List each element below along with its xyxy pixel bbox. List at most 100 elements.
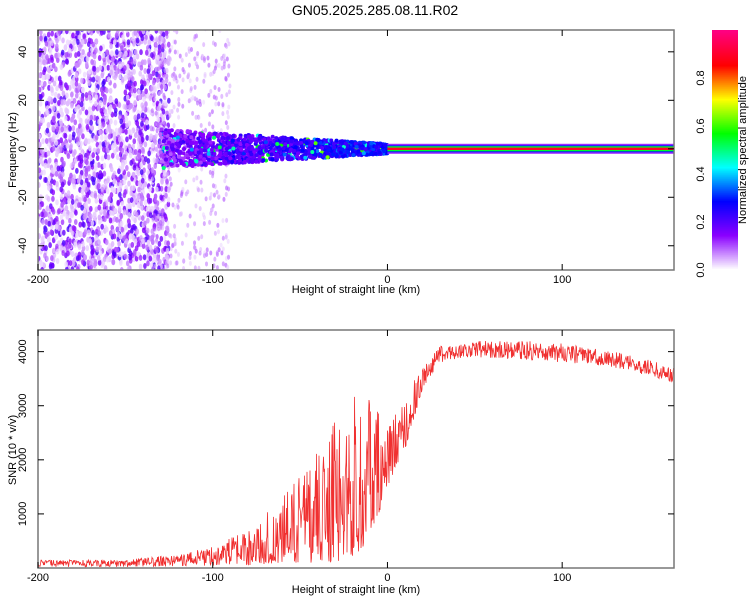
colorbar-segment: [712, 58, 738, 61]
spectrogram-cell: [38, 86, 42, 93]
spectrogram-cell: [55, 180, 59, 187]
spectrogram-cell: [223, 178, 227, 184]
spectrogram-cell: [79, 154, 84, 161]
spectrogram-cell: [242, 159, 247, 164]
x-tick-label: -100: [202, 274, 224, 286]
spectrogram-cell: [114, 32, 119, 39]
spectrogram-cell: [292, 148, 297, 153]
spectrogram-cell: [112, 135, 117, 142]
spectrogram-cell: [127, 128, 132, 135]
spectrogram-cell: [173, 49, 177, 55]
colorbar-tick-label: 0.0: [695, 262, 707, 277]
spectrogram-cell: [113, 207, 117, 214]
colorbar-segment: [712, 106, 738, 109]
spectrogram-cell: [67, 176, 72, 183]
spectrogram-cell: [209, 71, 213, 77]
spectrogram-cell: [133, 114, 138, 121]
spectrogram-cell: [338, 139, 343, 144]
colorbar-segment: [712, 224, 738, 227]
spectrogram-cell: [94, 134, 99, 141]
spectrogram-cell: [282, 152, 287, 157]
spectrogram-cell: [195, 76, 199, 82]
spectrogram-cell: [70, 198, 75, 205]
spectrogram-cell: [177, 114, 181, 120]
spectrogram-cell: [143, 68, 147, 75]
spectrogram-cell: [190, 164, 195, 169]
spectrogram-cell: [120, 147, 125, 154]
spectrogram-cell: [64, 115, 68, 122]
spectrogram-cell: [175, 163, 180, 168]
spectrogram-cell: [163, 85, 167, 91]
spectrogram-cell: [186, 222, 190, 228]
spectrogram-cell: [139, 64, 144, 71]
spectrogram-cell: [221, 140, 226, 145]
colorbar-segment: [712, 192, 738, 195]
x-tick-label: 0: [384, 274, 390, 286]
spectrogram-cell: [307, 147, 312, 152]
spectrogram-cell: [97, 204, 102, 211]
spectrogram-cell: [172, 158, 177, 163]
spectrogram-cell: [313, 152, 318, 157]
spectrogram-cell: [140, 177, 145, 184]
spectrogram-cell: [136, 251, 140, 258]
spectrogram-cell: [296, 151, 301, 156]
spectrogram-cell: [50, 40, 54, 47]
spectrogram-cell: [66, 115, 71, 122]
spectrogram-cell: [66, 153, 71, 160]
spectrogram-cell: [73, 219, 78, 226]
spectrogram-cell: [225, 217, 229, 223]
spectrogram-cell: [214, 101, 218, 107]
spectrogram-cell: [220, 250, 224, 256]
spectrogram-cell: [45, 109, 50, 116]
spectrogram-cell: [67, 198, 71, 205]
spectrogram-cell: [148, 95, 153, 102]
colorbar-segment: [712, 140, 738, 143]
spectrogram-cell: [75, 167, 79, 174]
spectrogram-cell: [151, 257, 156, 264]
spectrogram-cell: [124, 112, 128, 119]
spectrogram-cell: [124, 128, 128, 135]
colorbar-segment: [712, 48, 738, 51]
spectrogram-cell: [165, 247, 170, 254]
spectrogram-cell: [315, 149, 320, 154]
spectrogram-cell: [48, 263, 53, 270]
spectrogram-cell: [212, 192, 216, 198]
spectrogram-cell: [209, 191, 213, 197]
spectrogram-cell: [51, 124, 55, 131]
spectrogram-cell: [209, 88, 213, 94]
colorbar-segment: [712, 136, 738, 139]
spectrogram-cell: [159, 112, 163, 118]
spectrogram-cell: [101, 260, 105, 267]
spectrogram-cell: [116, 199, 121, 206]
spectrogram-cell: [78, 45, 82, 52]
spectrogram-cell: [202, 161, 207, 166]
spectrogram-cell: [181, 67, 185, 73]
spectrogram-cell: [211, 124, 215, 130]
spectrogram-cell: [143, 59, 147, 66]
spectrogram-cell: [74, 106, 78, 113]
spectrogram-cell: [230, 138, 235, 143]
spectrogram-cell: [129, 71, 133, 78]
spectrogram-cell: [225, 92, 229, 98]
spectrogram-cell: [173, 39, 177, 45]
spectrogram-cell: [128, 233, 133, 240]
spectrogram-cell: [131, 214, 135, 221]
spectrogram-cell: [338, 150, 343, 155]
spectrogram-cell: [207, 92, 211, 98]
colorbar-segment: [712, 108, 738, 111]
spectrogram-cell: [124, 116, 129, 123]
spectrogram-cell: [140, 78, 144, 85]
spectrogram-cell: [150, 167, 155, 174]
spectrogram-cell: [331, 141, 336, 146]
spectrogram-cell: [42, 69, 46, 76]
spectrogram-cell: [84, 109, 89, 116]
spectrogram-cell: [167, 42, 171, 48]
colorbar-segment: [712, 220, 738, 223]
y-tick-label: 20: [17, 94, 29, 106]
colorbar-segment: [712, 66, 738, 69]
spectrogram-cell: [205, 261, 209, 267]
spectrogram-cell: [76, 39, 80, 46]
spectrogram-cell: [254, 139, 259, 144]
spectrogram-cell: [116, 186, 121, 193]
spectrogram-cell: [143, 156, 148, 163]
